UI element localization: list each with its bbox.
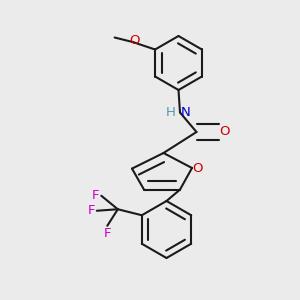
Text: H: H	[166, 106, 176, 119]
Text: O: O	[129, 34, 140, 47]
Text: O: O	[192, 161, 203, 175]
Text: F: F	[103, 227, 111, 240]
Text: F: F	[92, 189, 100, 202]
Text: N: N	[181, 106, 190, 119]
Text: F: F	[88, 204, 95, 217]
Text: O: O	[219, 125, 230, 139]
